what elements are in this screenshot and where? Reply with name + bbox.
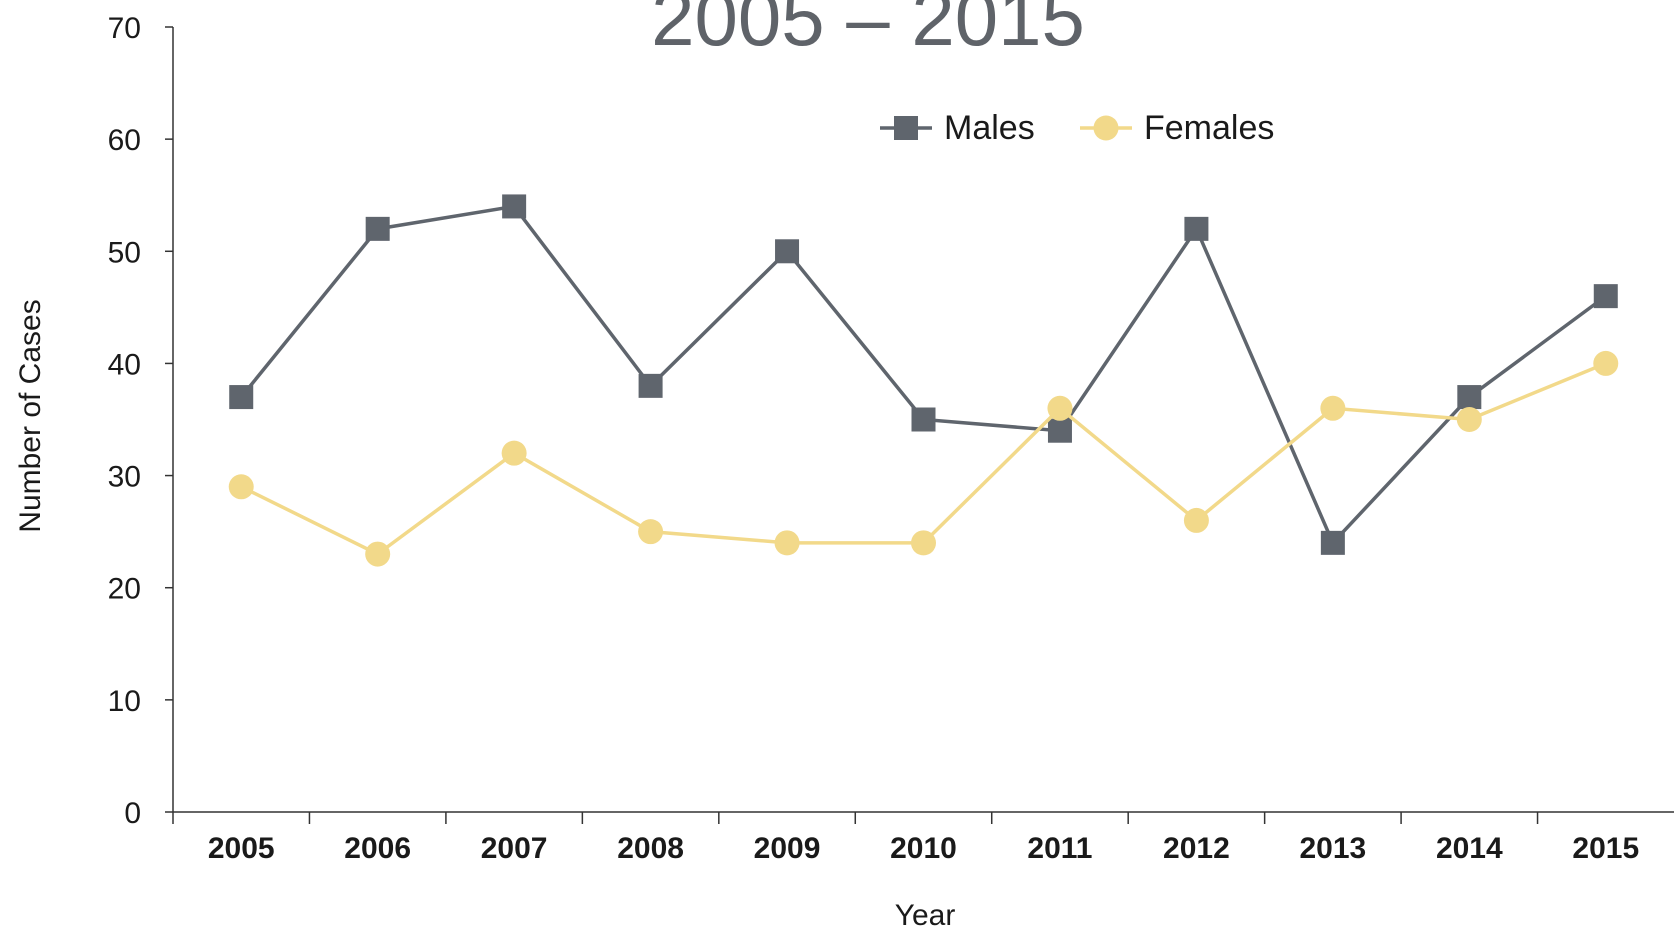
marker xyxy=(911,530,936,556)
marker xyxy=(229,385,254,410)
chart-title: 2005 – 2015 xyxy=(651,0,1085,62)
marker xyxy=(1320,530,1345,555)
x-tick-label: 2008 xyxy=(617,832,684,865)
marker xyxy=(365,541,391,567)
y-tick-label: 60 xyxy=(108,124,141,157)
marker xyxy=(365,216,390,241)
marker xyxy=(1184,216,1209,241)
y-tick-label: 70 xyxy=(108,12,141,45)
marker xyxy=(1456,407,1482,432)
x-tick-label: 2011 xyxy=(1027,832,1092,865)
x-tick-label: 2009 xyxy=(754,832,821,865)
x-tick-label: 2015 xyxy=(1572,832,1639,865)
y-tick-label: 30 xyxy=(108,461,141,494)
y-tick-label: 50 xyxy=(108,236,141,269)
x-tick-label: 2010 xyxy=(890,832,957,865)
marker xyxy=(911,407,936,432)
marker xyxy=(501,440,527,466)
marker xyxy=(1183,507,1209,533)
x-tick-label: 2005 xyxy=(208,832,275,865)
marker xyxy=(228,474,254,500)
y-tick-label: 20 xyxy=(108,573,141,606)
marker xyxy=(502,194,527,219)
marker xyxy=(1593,284,1618,309)
y-tick-label: 10 xyxy=(108,685,141,718)
marker xyxy=(1093,115,1119,141)
x-tick-label: 2014 xyxy=(1436,832,1503,865)
marker xyxy=(1320,395,1346,421)
marker xyxy=(1047,395,1073,421)
y-tick-label: 0 xyxy=(124,797,141,830)
marker xyxy=(638,519,664,545)
x-tick-label: 2013 xyxy=(1299,832,1366,865)
legend-label: Males xyxy=(944,109,1035,147)
marker xyxy=(1047,418,1072,443)
y-tick-label: 40 xyxy=(108,348,141,381)
marker xyxy=(1593,350,1619,376)
x-tick-label: 2006 xyxy=(344,832,411,865)
x-tick-label: 2012 xyxy=(1163,832,1230,865)
legend-label: Females xyxy=(1144,109,1274,147)
marker xyxy=(638,373,663,398)
marker xyxy=(775,239,800,264)
series-line xyxy=(240,361,1607,557)
x-axis-label: Year xyxy=(895,899,956,932)
marker xyxy=(1457,385,1482,410)
marker xyxy=(894,116,918,140)
series-line xyxy=(239,204,1607,546)
x-tick-label: 2007 xyxy=(481,832,548,865)
y-axis-label: Number of Cases xyxy=(14,299,47,532)
marker xyxy=(774,530,800,556)
